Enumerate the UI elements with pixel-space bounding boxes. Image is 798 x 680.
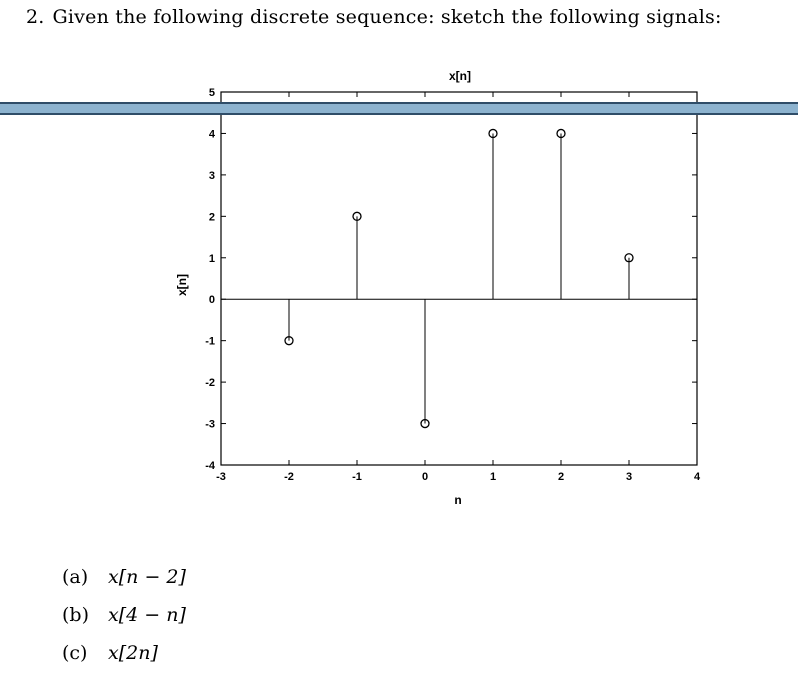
x-tick-label: 0 [422,471,428,483]
stem-marker [556,128,566,139]
y-axis-label: x[n] [175,274,189,296]
part-c: (c) x[2n] [62,642,186,680]
y-tick-label: 2 [209,211,215,223]
x-tick-label: -2 [284,471,294,483]
part-c-label: (c) [62,642,88,664]
stem-marker [420,418,430,429]
x-tick-label: 4 [694,471,701,483]
y-tick-label: -2 [205,377,215,389]
stem-marker [284,336,294,346]
chart-title: x[n] [449,69,471,83]
y-tick-label: 3 [209,170,215,182]
problem-statement: 2. Given the following discrete sequence:… [26,6,722,28]
part-c-expression: x[2n] [108,642,158,664]
y-tick-label: -1 [205,336,215,348]
highlight-band [0,102,798,115]
x-axis-label: n [454,493,461,507]
sub-questions: (a) x[n − 2] (b) x[4 − n] (c) x[2n] [62,566,186,680]
x-tick-label: -3 [216,471,226,483]
y-tick-label: 4 [209,128,216,140]
y-tick-label: 0 [209,294,215,306]
x-tick-label: 2 [558,471,564,483]
plot-frame [220,91,698,466]
x-tick-label: 3 [626,471,632,483]
problem-text: Given the following discrete sequence: s… [52,6,722,28]
part-b: (b) x[4 − n] [62,604,186,642]
y-tick-label: 5 [209,87,215,99]
part-b-expression: x[4 − n] [108,604,186,626]
part-a: (a) x[n − 2] [62,566,186,604]
stem-marker [624,253,634,263]
y-tick-label: 1 [209,253,215,265]
part-a-expression: x[n − 2] [108,566,186,588]
x-tick-label: -1 [352,471,362,483]
part-a-label: (a) [62,566,89,588]
y-tick-label: -3 [205,419,215,431]
stem-marker [488,128,498,139]
x-tick-label: 1 [490,471,496,483]
part-b-label: (b) [62,604,89,626]
y-tick-label: -4 [205,460,216,472]
problem-number: 2. [26,6,45,28]
stem-marker [352,211,362,221]
